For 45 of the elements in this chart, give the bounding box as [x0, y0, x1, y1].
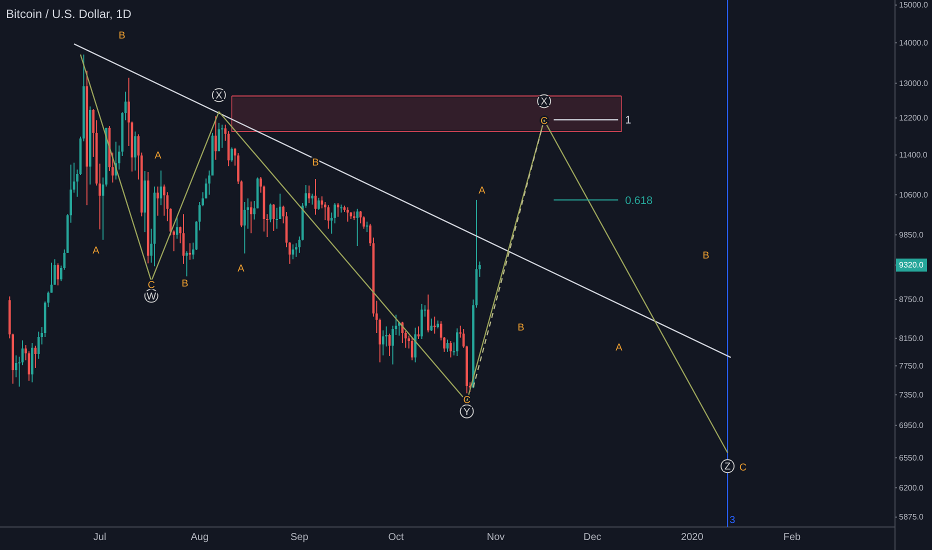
y-tick-label: 9320.0 [899, 260, 924, 270]
annotation: A [616, 342, 623, 354]
annotation: A [154, 150, 162, 162]
y-tick-label: 7350.0 [899, 390, 924, 400]
x-tick-label: Feb [783, 532, 802, 544]
y-tick-label: 5875.0 [899, 512, 924, 522]
y-tick-label: 10600.0 [899, 190, 928, 200]
y-tick-label: 12200.0 [899, 114, 928, 123]
annotation: B [118, 30, 126, 42]
annotation: W [146, 291, 157, 302]
x-tick-label: Dec [583, 532, 602, 544]
annotation: A [238, 264, 245, 274]
y-tick-label: 14000.0 [899, 38, 928, 48]
annotation: C [148, 280, 155, 292]
x-tick-label: Jul [93, 532, 106, 544]
y-tick-label: 13000.0 [899, 78, 928, 88]
annotation: Z [724, 462, 731, 473]
annotation: X [540, 96, 548, 108]
annotation: B [518, 322, 525, 334]
y-tick-label: 6550.0 [899, 453, 924, 462]
y-tick-label: 9850.0 [899, 230, 924, 240]
annotation: X [216, 90, 223, 102]
y-tick-label: 8150.0 [899, 334, 924, 343]
y-tick-label: 6200.0 [899, 483, 924, 492]
annotation: B [182, 278, 189, 290]
annotation: A [478, 186, 486, 196]
x-tick-label: Nov [486, 532, 505, 544]
x-tick-label: Oct [388, 532, 404, 544]
x-tick-label: Aug [190, 532, 209, 544]
series-label: 1 [625, 114, 632, 127]
text: Bitcoin / U.S. Dollar, 1D [6, 7, 132, 21]
x-tick-label: 2020 [681, 532, 704, 544]
y-tick-label: 8750.0 [899, 295, 924, 304]
annotation: B [702, 250, 710, 262]
y-tick-label: 7750.0 [899, 361, 924, 370]
series-label: 0.618 [625, 194, 653, 207]
annotation: A [92, 246, 100, 256]
annotation: B [312, 157, 320, 168]
ref-line-label: 3 [730, 515, 736, 526]
y-tick-label: 6950.0 [899, 420, 924, 430]
annotation: Y [463, 406, 470, 418]
annotation: C [739, 462, 747, 474]
x-tick-label: Sep [290, 532, 309, 544]
y-tick-label: 11400.0 [899, 150, 928, 160]
y-tick-label: 15000.0 [899, 0, 928, 10]
